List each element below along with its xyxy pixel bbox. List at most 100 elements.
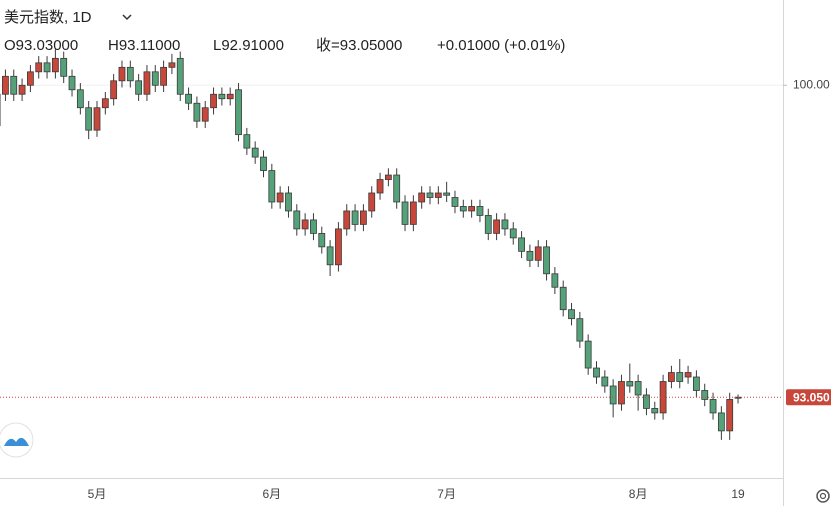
candle-body xyxy=(93,107,101,131)
candle-body xyxy=(276,192,284,203)
candle-body xyxy=(76,89,84,109)
candle-body xyxy=(226,93,234,100)
candle-body xyxy=(568,309,575,320)
ohlc-close: 收=93.05000 xyxy=(316,37,402,54)
ohlc-high: H93.11000 xyxy=(108,37,180,54)
candle-body xyxy=(618,381,625,405)
candle-body xyxy=(726,399,734,432)
candle-body xyxy=(35,62,43,73)
candle-body xyxy=(709,399,717,414)
candle-body xyxy=(384,174,392,180)
candle-body xyxy=(368,192,376,212)
candle-body xyxy=(210,93,217,109)
ohlc-change: +0.01000 (+0.01%) xyxy=(437,37,565,54)
candle-body xyxy=(426,192,434,198)
candle-body xyxy=(526,250,534,261)
candle-body xyxy=(243,134,251,149)
candle-body xyxy=(676,372,684,382)
candle-body xyxy=(443,192,451,196)
candle-body xyxy=(693,376,700,391)
candle-body xyxy=(376,179,384,194)
candle-body xyxy=(668,372,675,382)
candle-body xyxy=(409,201,417,225)
candle-body xyxy=(476,206,484,216)
candle-body xyxy=(359,210,367,225)
plot-area xyxy=(0,49,783,440)
candle-body xyxy=(85,107,93,131)
candle-body xyxy=(326,246,334,266)
candle-body xyxy=(335,228,342,266)
candle-body xyxy=(251,147,259,158)
candle-body xyxy=(168,62,176,68)
candle-body xyxy=(343,210,351,230)
y-tick-label: 100.00 xyxy=(793,77,830,91)
candle-body xyxy=(26,71,34,86)
candle-body xyxy=(293,210,301,230)
candle-body xyxy=(634,381,642,396)
candle-body xyxy=(260,156,267,171)
candle-body xyxy=(18,84,26,95)
candle-body xyxy=(584,340,592,369)
candle-body xyxy=(68,75,76,91)
x-tick-label: 5月 xyxy=(88,487,107,501)
x-tick-label: 19 xyxy=(731,487,745,501)
candle-body xyxy=(285,192,292,212)
candle-body xyxy=(110,80,118,100)
candle-body xyxy=(185,93,192,104)
logo-icon[interactable] xyxy=(4,437,29,446)
candle-body xyxy=(60,57,68,77)
candle-body xyxy=(143,71,151,95)
candle-body xyxy=(601,376,609,387)
candle-body xyxy=(193,102,201,122)
candle-body xyxy=(551,273,559,288)
x-tick-label: 8月 xyxy=(629,487,648,501)
last-price-label: 93.050 xyxy=(793,390,830,404)
candle-body xyxy=(176,57,184,95)
logo[interactable] xyxy=(0,422,34,458)
candle-body xyxy=(518,237,525,252)
candle-body xyxy=(609,385,617,405)
ohlc-open: O93.03000 xyxy=(4,37,78,54)
candle-body xyxy=(310,219,317,234)
candle-body xyxy=(451,197,459,207)
candle-body xyxy=(135,80,143,95)
candle-body xyxy=(393,174,401,203)
candle-body xyxy=(126,66,134,82)
candle-body xyxy=(434,192,442,198)
dropdown-chevron[interactable] xyxy=(122,14,132,21)
candle-body xyxy=(201,107,209,122)
gear[interactable] xyxy=(816,489,830,503)
candle-body xyxy=(118,66,126,82)
logo-circle[interactable] xyxy=(0,422,34,458)
candle-body xyxy=(318,232,326,248)
last-price-tag xyxy=(786,389,831,406)
candle-body xyxy=(534,246,542,261)
ohlc-low: L92.91000 xyxy=(213,37,284,54)
candle-body xyxy=(235,89,242,136)
candle-body xyxy=(401,201,409,225)
candle-body xyxy=(301,219,309,230)
candle-body xyxy=(559,286,567,311)
candle-body xyxy=(2,75,9,95)
candle-body xyxy=(684,372,692,378)
candle-body xyxy=(160,66,168,86)
candle-body xyxy=(351,210,359,225)
candle-body xyxy=(43,62,51,73)
x-tick-label: 6月 xyxy=(262,487,281,501)
candle-body xyxy=(101,98,109,109)
x-tick-label: 7月 xyxy=(437,487,456,501)
settings-icon[interactable] xyxy=(816,489,830,503)
candle-body xyxy=(643,394,650,409)
candle-body xyxy=(501,219,509,230)
candle-body xyxy=(593,367,600,378)
candle-body xyxy=(151,71,159,86)
candle-body xyxy=(484,215,492,234)
candle-body xyxy=(459,206,467,212)
chart-title[interactable]: 美元指数, 1D xyxy=(4,9,92,26)
gear-center[interactable] xyxy=(819,492,827,500)
candle-body xyxy=(218,93,226,100)
candle-body xyxy=(576,318,584,342)
candle-body xyxy=(10,75,18,95)
candle-body xyxy=(509,228,517,239)
